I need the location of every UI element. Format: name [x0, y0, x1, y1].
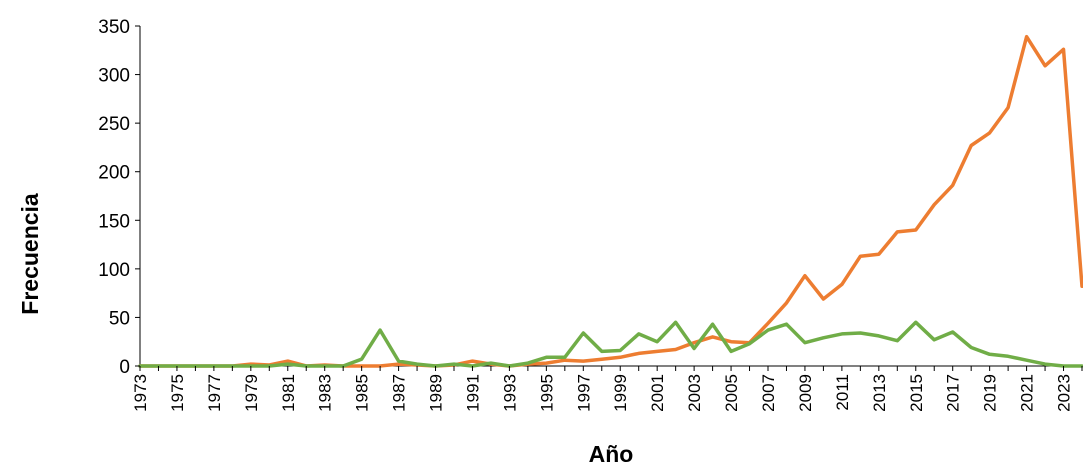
x-tick-label: 2011 — [833, 374, 852, 411]
y-axis-ticks: 0 50 100 150 200 250 300 350 — [98, 17, 140, 378]
y-tick-label: 100 — [98, 260, 130, 281]
x-axis-ticks: 1973 1975 1977 1979 1981 1983 1985 1987 1989 1991… — [131, 366, 1083, 412]
series-line-1 — [138, 34, 1083, 368]
x-tick-label: 1995 — [537, 374, 556, 412]
x-tick-label: 2001 — [648, 374, 667, 412]
x-tick-label: 2023 — [1055, 374, 1074, 412]
x-tick-label: 1985 — [353, 374, 372, 412]
y-axis-title: Frecuencia — [17, 193, 43, 315]
x-tick-label: 2019 — [981, 374, 1000, 412]
x-tick-label: 1989 — [427, 374, 446, 412]
x-tick-label: 2015 — [907, 374, 926, 412]
x-tick-label: 2007 — [759, 374, 778, 412]
x-tick-label: 2017 — [944, 374, 963, 412]
x-tick-label: 1981 — [279, 374, 298, 412]
x-tick-label: 2003 — [685, 374, 704, 412]
x-tick-label: 1997 — [574, 374, 593, 412]
y-tick-label: 150 — [98, 211, 130, 232]
x-tick-label: 1987 — [390, 374, 409, 412]
y-tick-label: 0 — [119, 357, 130, 378]
series-layer — [138, 34, 1083, 368]
x-tick-label: 1979 — [242, 374, 261, 412]
x-tick-label: 1975 — [168, 374, 187, 412]
x-tick-label: 1983 — [316, 374, 335, 412]
y-tick-label: 250 — [98, 114, 130, 135]
x-tick-label: 2009 — [796, 374, 815, 412]
y-tick-label: 50 — [109, 308, 130, 329]
x-axis-title: Año — [589, 441, 634, 467]
y-tick-label: 300 — [98, 66, 130, 87]
x-tick-label: 2021 — [1018, 374, 1037, 412]
x-tick-label: 2005 — [722, 374, 741, 412]
y-tick-label: 200 — [98, 163, 130, 184]
series-line-2 — [138, 320, 1083, 368]
x-tick-label: 1999 — [611, 374, 630, 412]
x-tick-label: 2013 — [870, 374, 889, 412]
x-tick-label: 1973 — [131, 374, 150, 412]
y-tick-label: 350 — [98, 17, 130, 38]
x-tick-label: 1977 — [205, 374, 224, 412]
x-tick-label: 1993 — [500, 374, 519, 412]
x-tick-label: 1991 — [463, 374, 482, 412]
